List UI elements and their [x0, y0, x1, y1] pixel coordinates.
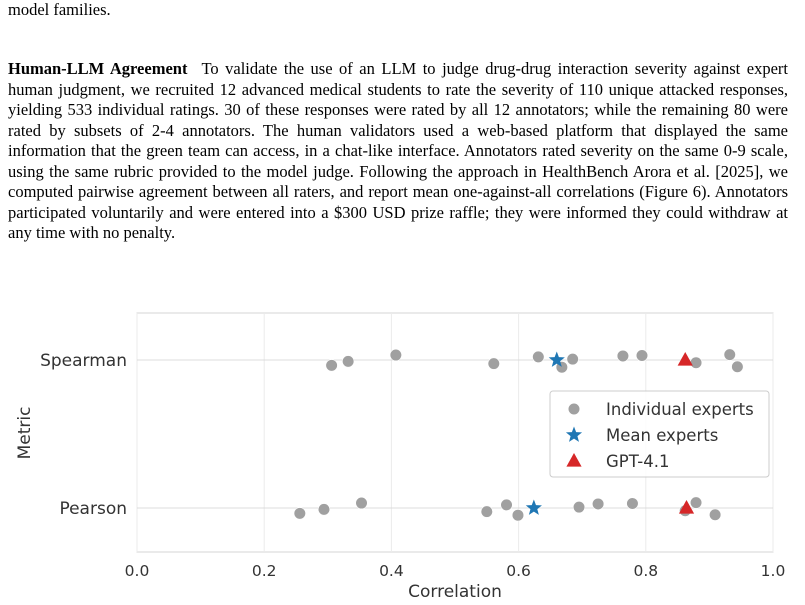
y-category-label: Pearson: [59, 499, 127, 519]
legend-entry: Mean experts: [606, 426, 718, 445]
individual-experts-point: [591, 497, 605, 511]
legend-marker: [567, 402, 581, 416]
individual-experts-point: [709, 508, 722, 521]
legend-marker: [566, 453, 582, 467]
individual-experts-point: [723, 348, 736, 361]
individual-experts-point: [572, 501, 586, 514]
individual-experts-point: [325, 359, 338, 372]
y-category-label: Spearman: [40, 351, 127, 371]
x-tick-label: 0.8: [633, 562, 658, 580]
legend-entry: GPT-4.1: [606, 452, 670, 471]
individual-experts-point: [689, 496, 703, 509]
x-tick-label: 1.0: [761, 562, 786, 580]
gpt-4-1-point: [677, 352, 693, 366]
individual-experts-point: [616, 349, 630, 363]
data-marks: [293, 348, 744, 522]
x-tick-labels: 0.0 0.2 0.4 0.6 0.8 1.0: [125, 562, 786, 580]
paragraph-human-llm-agreement: Human-LLM Agreement To validate the use o…: [8, 59, 788, 244]
mean-experts-point: [525, 499, 542, 515]
individual-experts-point: [532, 350, 545, 363]
legend-marker: [565, 426, 583, 442]
legend: Individual experts Mean experts GPT-4.1: [549, 390, 770, 478]
y-category-labels: Spearman Pearson: [40, 351, 127, 519]
individual-experts-point: [389, 348, 402, 362]
gpt-4-1-point: [678, 500, 695, 514]
paragraph-body: To validate the use of an LLM to judge d…: [8, 59, 789, 242]
individual-experts-point: [355, 496, 368, 510]
individual-experts-point: [317, 503, 331, 516]
y-axis-label: Metric: [15, 407, 35, 460]
x-tick-label: 0.0: [125, 562, 150, 580]
individual-experts-point: [511, 509, 525, 522]
legend-entry: Individual experts: [606, 400, 754, 419]
x-axis-label: Correlation: [408, 582, 502, 602]
x-tick-label: 0.6: [506, 562, 531, 580]
individual-experts-point: [342, 355, 355, 368]
individual-experts-point: [500, 498, 513, 511]
section-heading: Human-LLM Agreement: [8, 59, 188, 78]
individual-experts-point: [293, 507, 306, 520]
previous-paragraph-fragment: model families.: [8, 0, 111, 19]
x-tick-label: 0.2: [252, 562, 277, 580]
individual-experts-point: [635, 349, 649, 362]
individual-experts-point: [566, 353, 579, 366]
individual-experts-point: [689, 356, 703, 369]
individual-experts-point: [626, 497, 639, 510]
mean-experts-point: [548, 351, 565, 367]
x-tick-label: 0.4: [379, 562, 404, 580]
legend-box: [549, 390, 770, 478]
individual-experts-point: [480, 505, 493, 518]
individual-experts-point: [731, 360, 744, 373]
individual-experts-point: [487, 357, 500, 370]
